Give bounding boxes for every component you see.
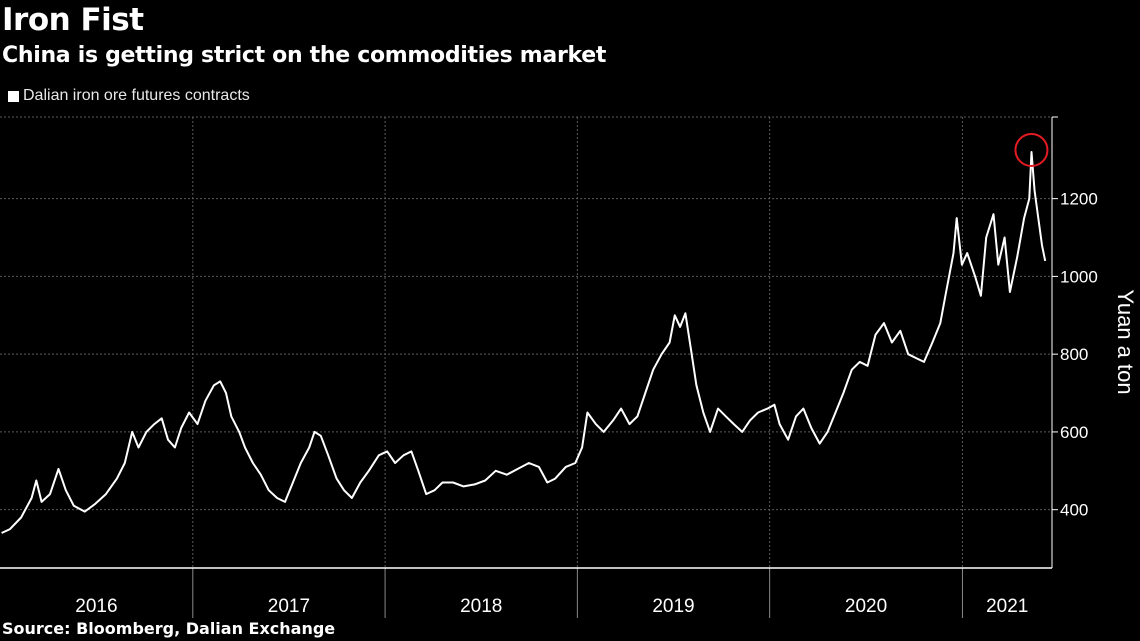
series-line-0: [1, 151, 1047, 534]
series-layer: [1, 151, 1047, 534]
ytick-label-1200: 1200: [1060, 190, 1098, 209]
ytick-label-600: 600: [1060, 423, 1088, 442]
annotation-layer: [1014, 132, 1049, 167]
xtick-label-2020: 2020: [845, 596, 887, 617]
y-axis-label: Yuan a ton: [1113, 289, 1138, 394]
legend: Dalian iron ore futures contracts: [8, 86, 250, 106]
ytick-label-400: 400: [1060, 501, 1088, 520]
axis-labels: 400 600 800 1000 1200 2016 2017 2018 2019 2020 202…: [75, 190, 1138, 617]
source-note: Source: Bloomberg, Dalian Exchange: [2, 619, 336, 638]
chart-subtitle: China is getting strict on the commoditi…: [2, 43, 607, 68]
chart-title: Iron Fist: [2, 2, 144, 38]
xtick-label-2021: 2021: [986, 596, 1028, 617]
highlight-circle-0: [1014, 132, 1049, 167]
legend-label: Dalian iron ore futures contracts: [23, 87, 250, 104]
xtick-label-2016: 2016: [75, 596, 117, 617]
xtick-label-2019: 2019: [652, 596, 694, 617]
xtick-label-2017: 2017: [268, 596, 310, 617]
legend-swatch-icon: [8, 90, 19, 102]
xtick-label-2018: 2018: [460, 596, 502, 617]
ytick-label-1000: 1000: [1060, 267, 1098, 286]
grid-lines: [0, 116, 1052, 568]
ytick-label-800: 800: [1060, 345, 1088, 364]
axes: [0, 116, 1058, 618]
